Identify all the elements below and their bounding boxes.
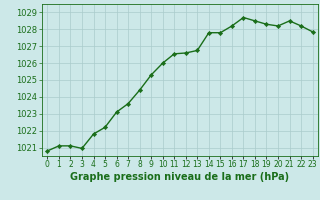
X-axis label: Graphe pression niveau de la mer (hPa): Graphe pression niveau de la mer (hPa) (70, 172, 290, 182)
